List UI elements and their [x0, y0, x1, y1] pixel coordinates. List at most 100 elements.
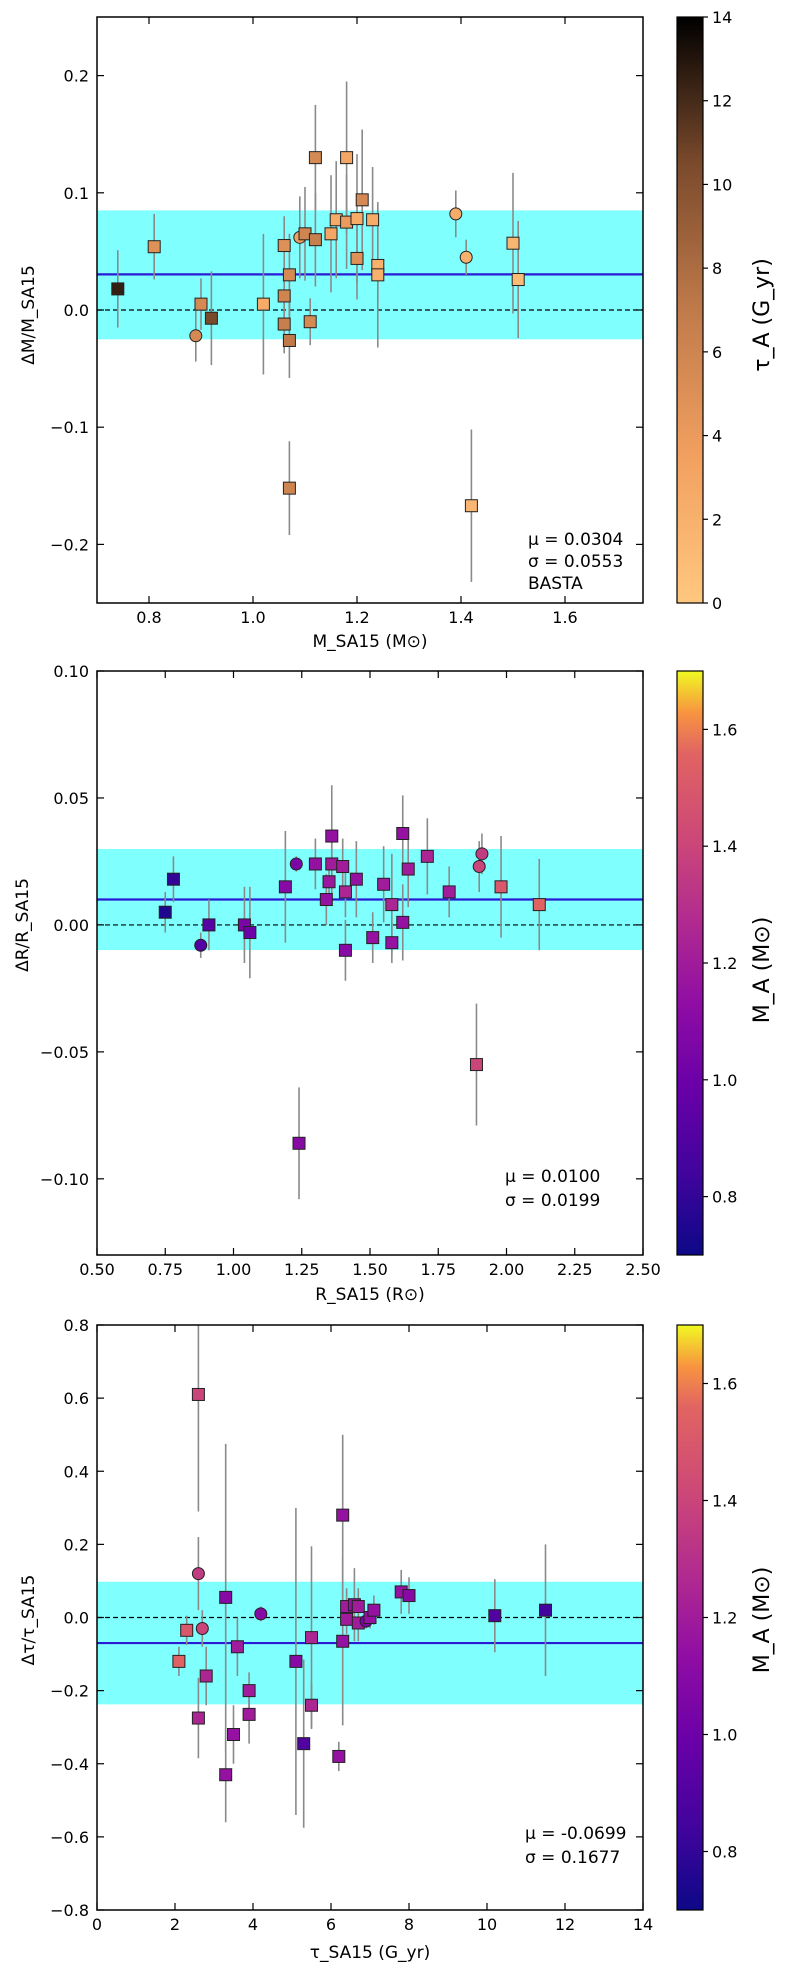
annotation-method: BASTA	[528, 574, 583, 594]
data-point-square	[242, 1707, 256, 1721]
x-tick-label: 4	[248, 1915, 258, 1934]
colorbar-label: M_A (M⊙)	[750, 917, 775, 1024]
data-point-circle	[191, 1567, 205, 1581]
data-point-square	[166, 872, 180, 886]
x-tick-label: 2.00	[489, 1260, 525, 1279]
colorbar-tick-label: 6	[712, 343, 722, 362]
data-point-square	[308, 233, 322, 247]
x-tick-label: 1.25	[284, 1260, 320, 1279]
data-point-square	[385, 898, 399, 912]
data-point-circle	[289, 857, 303, 871]
colorbar-label: M_A (M⊙)	[750, 1567, 775, 1674]
data-point-square	[340, 1612, 354, 1626]
colorbar-label: τ_A (G_yr)	[750, 258, 775, 372]
x-tick-label: 1.2	[344, 608, 369, 627]
x-tick-label: 1.0	[240, 608, 265, 627]
data-point-square	[340, 151, 354, 165]
data-point-square	[243, 926, 257, 940]
data-point-square	[199, 1669, 213, 1683]
data-point-square	[336, 1508, 350, 1522]
data-point-square	[227, 1728, 240, 1741]
annotation-sigma: σ = 0.0553	[528, 552, 623, 572]
data-point-square	[325, 857, 339, 871]
annotation-sigma: σ = 0.0199	[505, 1191, 600, 1211]
colorbar-tick-label: 12	[712, 92, 732, 111]
x-tick-label: 6	[326, 1915, 336, 1934]
colorbar-tick-label: 1.6	[712, 720, 737, 739]
data-point-square	[511, 273, 525, 287]
data-point-square	[506, 236, 520, 250]
colorbar-tick-label: 10	[712, 175, 732, 194]
colorbar-tick-label: 1.4	[712, 1492, 737, 1511]
colorbar-tick-label: 1.2	[712, 1609, 737, 1628]
data-point-square	[396, 827, 410, 841]
colorbar-tick-label: 2	[712, 510, 722, 529]
data-point-square	[230, 1640, 244, 1654]
colorbar-tick-label: 1.6	[712, 1375, 737, 1394]
data-point-square	[297, 1737, 311, 1751]
data-point-square	[420, 849, 434, 863]
colorbar-tick-label: 0.8	[712, 1188, 737, 1207]
data-point-square	[219, 1590, 233, 1604]
data-point-square	[194, 297, 208, 311]
age-panel: 0 2 4 6 8 10 12 14 −0.8 −0.6 −0.4 −0.2 0.0 0.2 0.4 0.6…	[19, 1316, 775, 1963]
data-point-square	[338, 943, 352, 957]
y-tick-label: −0.1	[50, 418, 89, 437]
data-point-square	[282, 333, 296, 347]
colorbar	[676, 670, 704, 1256]
colorbar	[676, 16, 704, 604]
data-point-square	[336, 1634, 350, 1648]
y-tick-label: 0.0	[64, 1609, 89, 1628]
data-point-square	[349, 872, 363, 886]
data-point-square	[305, 1698, 318, 1712]
colorbar-tick-label: 0	[712, 594, 722, 613]
x-tick-label: 2.25	[557, 1260, 593, 1279]
data-point-square	[350, 212, 364, 226]
data-point-circle	[254, 1607, 268, 1621]
y-tick-label: 0.05	[53, 789, 89, 808]
data-point-square	[494, 880, 508, 894]
x-axis-label: M_SA15 (M⊙)	[312, 632, 427, 652]
data-point-square	[322, 875, 336, 889]
y-tick-label: 0.10	[53, 662, 89, 681]
data-point-square	[442, 885, 456, 899]
data-point-square	[325, 829, 339, 843]
data-point-square	[180, 1623, 194, 1637]
y-tick-label: −0.2	[50, 535, 89, 554]
data-point-circle	[475, 847, 489, 861]
x-tick-label: 0	[92, 1915, 102, 1934]
x-tick-label: 8	[404, 1915, 414, 1934]
y-tick-label: 0.8	[64, 1316, 89, 1335]
data-point-square	[402, 1589, 416, 1603]
data-point-square	[401, 862, 415, 876]
data-point-square	[366, 213, 380, 227]
data-point-square	[469, 1058, 483, 1072]
data-point-square	[332, 1749, 346, 1763]
data-point-square	[385, 936, 399, 950]
data-point-circle	[195, 1621, 209, 1635]
x-tick-label: 1.00	[216, 1260, 252, 1279]
data-point-square	[324, 227, 338, 241]
data-point-square	[319, 893, 333, 907]
colorbar-tick-label: 4	[712, 427, 722, 446]
x-axis-label: τ_SA15 (G_yr)	[310, 1943, 431, 1963]
data-point-square	[292, 1136, 306, 1150]
y-tick-label: 0.2	[64, 1535, 89, 1554]
data-point-square	[532, 898, 546, 912]
annotation-mu: μ = -0.0699	[525, 1824, 627, 1844]
y-tick-label: 0.00	[53, 916, 89, 935]
data-point-square	[219, 1768, 233, 1782]
data-point-circle	[194, 938, 208, 952]
y-axis-label: ΔR/R_SA15	[13, 878, 33, 972]
y-axis-label: ΔM/M_SA15	[19, 265, 39, 365]
colorbar-tick-label: 0.8	[712, 1843, 737, 1862]
mass-panel: 0.8 1.0 1.2 1.4 1.6 −0.2 −0.1 0.0 0.1 0.2 μ = 0.…	[19, 8, 775, 652]
data-point-square	[191, 1387, 205, 1401]
data-point-square	[202, 918, 216, 932]
colorbar-tick-label: 1.0	[712, 1726, 737, 1745]
data-point-square	[308, 151, 322, 165]
x-tick-label: 12	[555, 1915, 575, 1934]
colorbar-tick-label: 1.2	[712, 954, 737, 973]
data-point-circle	[189, 329, 203, 343]
